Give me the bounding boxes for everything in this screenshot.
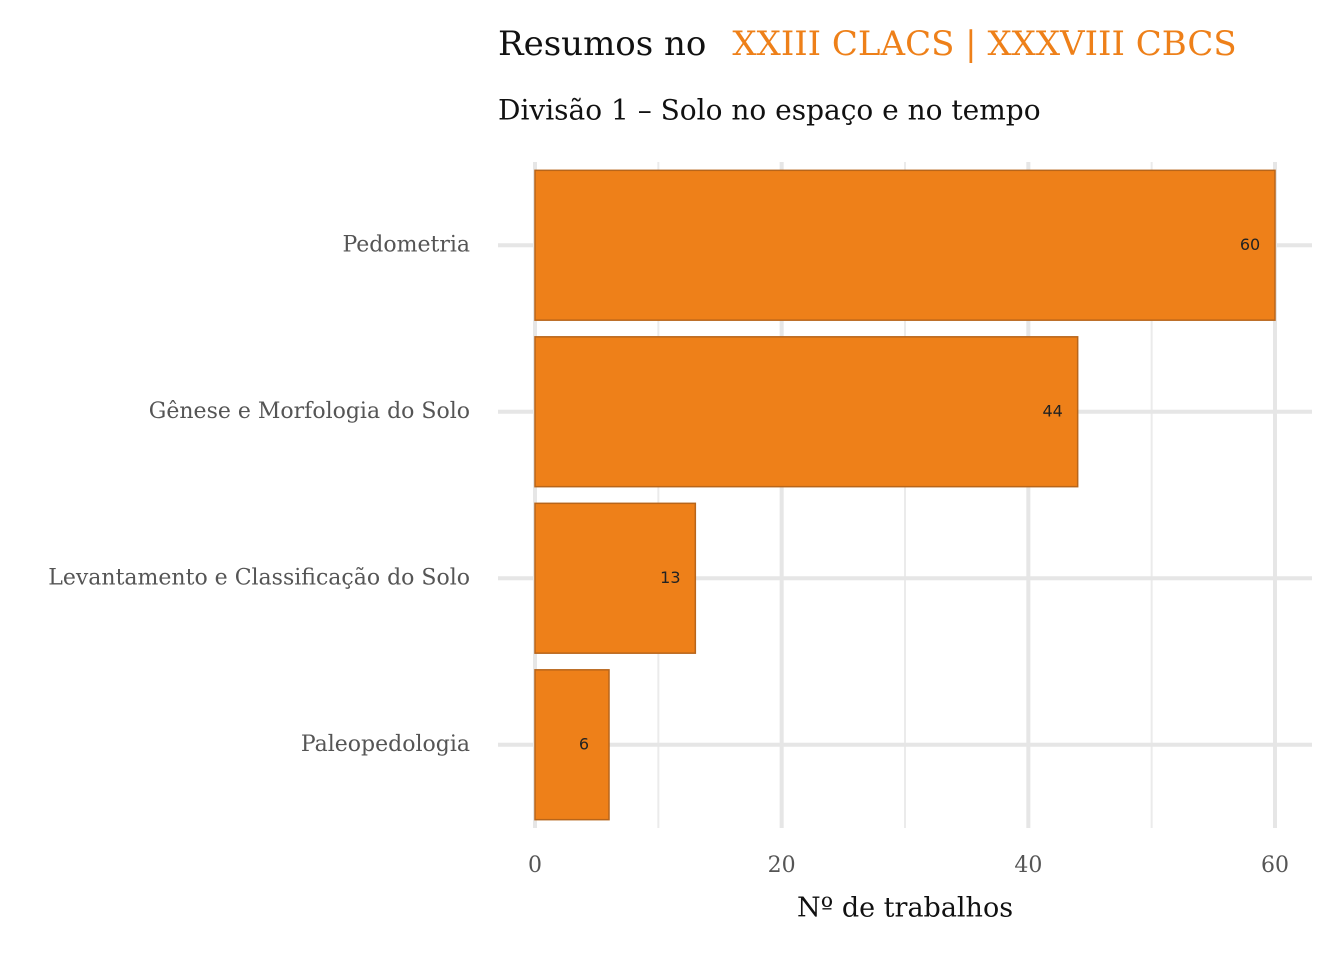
bar [534,336,1079,488]
chart-title-highlight: XXIII CLACS | XXXVIII CBCS [732,24,1236,64]
chart-subtitle: Divisão 1 – Solo no espaço e no tempo [498,94,1041,127]
y-tick-label: Pedometria [342,232,470,257]
value-label: 60 [1240,235,1260,254]
x-tick-label: 40 [1014,853,1042,878]
x-tick-label: 60 [1261,853,1289,878]
y-tick-label: Levantamento e Classificação do Solo [48,565,470,590]
y-tick-label: Gênese e Morfologia do Solo [149,399,470,424]
x-tick-label: 20 [768,853,796,878]
chart-title: Resumos no [498,24,706,64]
bar [534,669,610,821]
bar [534,502,697,654]
x-axis-label: Nº de trabalhos [797,893,1013,924]
x-tick-label: 0 [528,853,542,878]
value-label: 6 [579,734,589,753]
bar [534,169,1276,321]
value-label: 13 [660,568,680,587]
y-tick-label: Paleopedologia [301,732,470,757]
value-label: 44 [1042,401,1062,420]
